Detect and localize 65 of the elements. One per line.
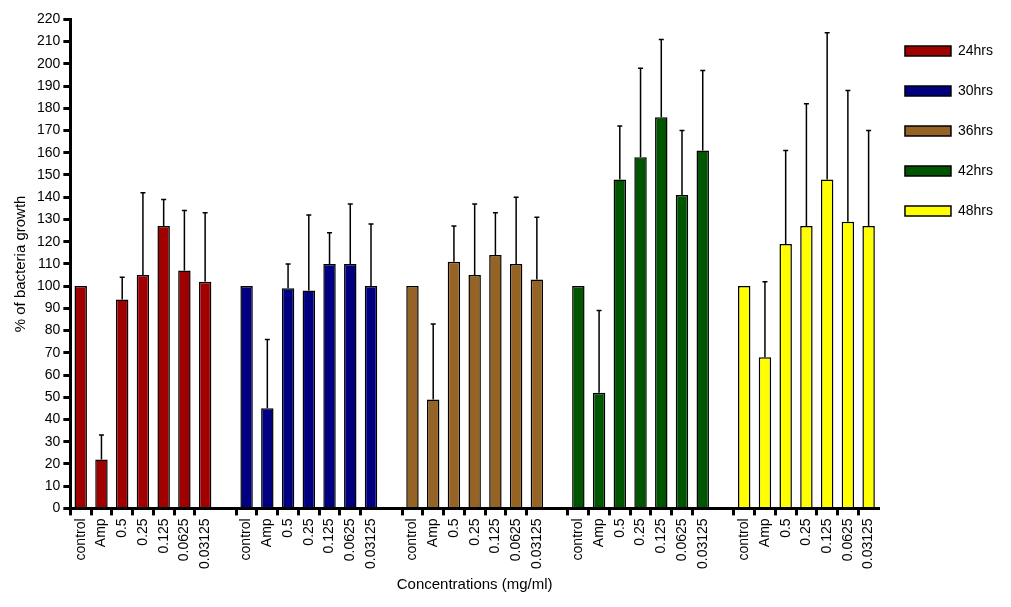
x-tick-label: 0.25 (797, 518, 814, 546)
x-tick-label: 0.0625 (838, 518, 855, 562)
y-tick-label: 20 (44, 454, 61, 471)
x-tick-label: 0.25 (631, 518, 648, 546)
y-tick-label: 190 (37, 76, 61, 93)
legend-label: 48hrs (957, 201, 994, 218)
x-tick-label: Amp (589, 518, 606, 548)
x-tick-label: Amp (92, 518, 109, 548)
y-tick-label: 110 (38, 254, 61, 271)
x-tick-label: control (569, 518, 586, 561)
y-tick-label: 130 (37, 210, 61, 227)
x-tick-label: 0.0625 (672, 518, 689, 562)
x-tick-label: 0.125 (154, 518, 171, 554)
x-tick-label: 0.5 (444, 518, 461, 538)
y-tick-label: 60 (44, 365, 61, 382)
y-tick-label: 80 (44, 321, 61, 338)
y-tick-label: 40 (44, 410, 61, 427)
y-tick-label: 140 (37, 188, 61, 205)
y-tick-label: 210 (37, 32, 61, 49)
x-tick-label: 0.03125 (527, 518, 544, 569)
x-tick-label: 0.5 (610, 518, 627, 538)
x-tick-label: 0.25 (133, 518, 150, 546)
x-tick-label: control (403, 518, 420, 561)
x-tick-label: 0.5 (113, 518, 130, 538)
x-axis-title: Concentrations (mg/ml) (396, 575, 553, 593)
x-tick-label: 0.5 (776, 518, 793, 538)
x-tick-label: control (71, 518, 88, 561)
x-tick-label: 0.0625 (341, 518, 358, 562)
y-tick-label: 70 (44, 343, 61, 360)
x-tick-label: 0.03125 (361, 518, 378, 569)
legend-label: 36hrs (957, 121, 994, 138)
y-tick-label: 50 (44, 388, 61, 405)
y-tick-label: 160 (37, 143, 61, 160)
x-tick-label: 0.125 (818, 518, 834, 554)
x-tick-label: 0.03125 (693, 518, 710, 569)
y-tick-label: 30 (44, 432, 61, 449)
x-tick-label: control (237, 518, 254, 561)
x-tick-label: Amp (258, 518, 275, 548)
y-tick-label: 10 (44, 477, 61, 494)
x-tick-label: 0.25 (299, 518, 316, 546)
x-tick-label: 0.0625 (175, 518, 192, 562)
y-tick-label: 170 (37, 121, 61, 138)
x-tick-label: 0.125 (652, 518, 669, 554)
x-tick-label: Amp (424, 518, 441, 548)
y-tick-label: 120 (37, 232, 61, 249)
x-tick-label: Amp (755, 518, 772, 548)
x-tick-label: 0.25 (465, 518, 482, 546)
y-tick-label: 200 (37, 54, 61, 71)
legend-label: 30hrs (957, 81, 994, 98)
legend-label: 24hrs (957, 41, 994, 58)
y-tick-label: 220 (37, 10, 61, 27)
y-tick-label: 180 (37, 99, 61, 116)
x-tick-label: 0.5 (278, 518, 295, 538)
y-axis-title: % of bacteria growth (11, 195, 29, 333)
x-tick-label: control (735, 518, 752, 561)
y-tick-label: 90 (44, 299, 61, 316)
legend-label: 42hrs (957, 161, 994, 178)
x-tick-label: 0.03125 (859, 518, 876, 569)
y-tick-label: 150 (37, 165, 61, 182)
x-tick-label: 0.0625 (507, 518, 523, 562)
x-tick-label: 0.125 (320, 518, 337, 554)
y-tick-label: 100 (37, 276, 61, 293)
x-tick-label: 0.03125 (195, 518, 212, 569)
y-tick-label: 0 (52, 499, 61, 516)
x-tick-label: 0.125 (486, 518, 503, 554)
